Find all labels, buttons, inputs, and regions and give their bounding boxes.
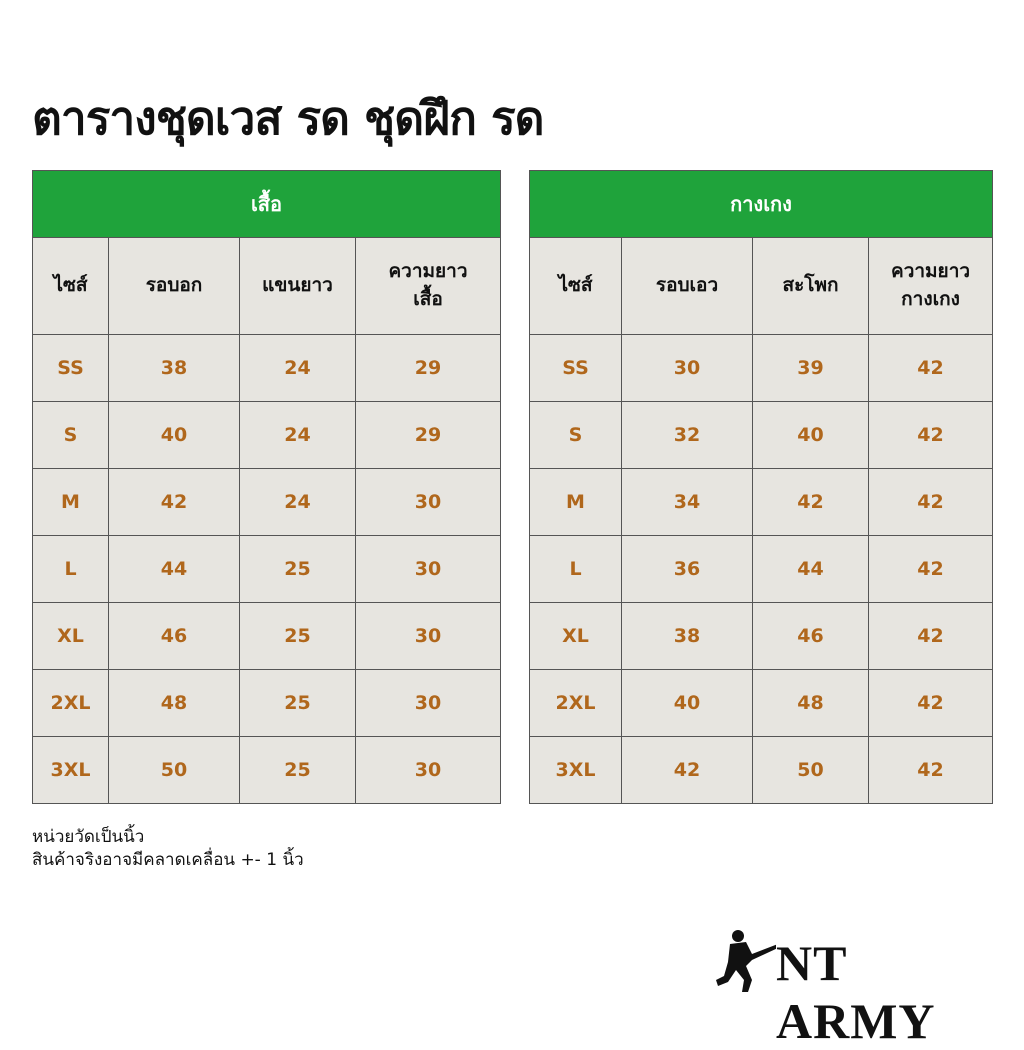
cell: 40 xyxy=(108,401,240,469)
note: หน่วยวัดเป็นนิ้ว xyxy=(32,827,145,847)
table-title: กางเกง xyxy=(528,170,994,238)
cell: 50 xyxy=(108,736,240,804)
cell: 42 xyxy=(867,669,994,737)
cell: SS xyxy=(32,334,109,402)
cell: 44 xyxy=(752,535,869,603)
data-row: S 40 24 29 xyxy=(32,401,501,469)
cell: 46 xyxy=(108,602,240,670)
column-header: ความยาว เสื้อ xyxy=(355,237,501,335)
column-header: ไซส์ xyxy=(32,237,109,335)
data-row: 3XL 42 50 42 xyxy=(529,736,994,804)
data-row: SS 38 24 29 xyxy=(32,334,501,402)
cell: XL xyxy=(529,602,622,670)
cell: 42 xyxy=(867,535,994,603)
cell: 44 xyxy=(108,535,240,603)
cell: 46 xyxy=(752,602,869,670)
data-row: XL 38 46 42 xyxy=(529,602,994,670)
cell: 42 xyxy=(867,736,994,804)
cell: 30 xyxy=(355,468,501,536)
column-header: ไซส์ xyxy=(529,237,622,335)
column-header: ความยาว กางเกง xyxy=(867,237,994,335)
cell: 38 xyxy=(621,602,753,670)
size-table: เสื้อ ไซส์ รอบอก แขนยาว ความยาว เสื้อ SS 38 24 2… xyxy=(32,170,501,804)
cell: S xyxy=(32,401,109,469)
cell: 25 xyxy=(239,602,356,670)
cell: SS xyxy=(529,334,622,402)
cell: 3XL xyxy=(529,736,622,804)
data-row: L 36 44 42 xyxy=(529,535,994,603)
header-row: กางเกง xyxy=(528,170,994,238)
cell: 48 xyxy=(752,669,869,737)
page-title: ตารางชุดเวส รด ชุดฝึก รด xyxy=(32,91,545,145)
cell: 39 xyxy=(752,334,869,402)
cell: 30 xyxy=(355,602,501,670)
cell: 34 xyxy=(621,468,753,536)
cell: M xyxy=(529,468,622,536)
notes: หน่วยวัดเป็นนิ้ว สินค้าจริงอาจมีคลาดเคลื… xyxy=(32,826,304,872)
cell: 24 xyxy=(239,334,356,402)
cell: 40 xyxy=(752,401,869,469)
data-row: XL 46 25 30 xyxy=(32,602,501,670)
soldier-icon xyxy=(716,930,776,992)
cell: 25 xyxy=(239,535,356,603)
cell: 25 xyxy=(239,669,356,737)
cell: 29 xyxy=(355,401,501,469)
page: {"title": "ตารางชุดเวส รด ชุดฝึก รด", "t… xyxy=(32,91,1012,1049)
cell: XL xyxy=(32,602,109,670)
note: สินค้าจริงอาจมีคลาดเคลื่อน +- 1 นิ้ว xyxy=(32,850,304,870)
data-row: M 42 24 30 xyxy=(32,468,501,536)
cell: 30 xyxy=(355,535,501,603)
cell: 42 xyxy=(867,602,994,670)
cell: 42 xyxy=(752,468,869,536)
cell: 3XL xyxy=(32,736,109,804)
cell: 42 xyxy=(867,401,994,469)
cell: 30 xyxy=(355,736,501,804)
cell: 42 xyxy=(108,468,240,536)
data-row: SS 30 39 42 xyxy=(529,334,994,402)
data-row: 3XL 50 25 30 xyxy=(32,736,501,804)
cell: L xyxy=(32,535,109,603)
cell: 24 xyxy=(239,468,356,536)
cell: 32 xyxy=(621,401,753,469)
cell: 42 xyxy=(867,468,994,536)
cell: M xyxy=(32,468,109,536)
cell: 25 xyxy=(239,736,356,804)
cell: 48 xyxy=(108,669,240,737)
size-table: กางเกง ไซส์ รอบเอว สะโพก ความยาว กางเกง SS 30 3… xyxy=(528,170,994,804)
cell: 42 xyxy=(621,736,753,804)
cell: 38 xyxy=(108,334,240,402)
column-row: ไซส์ รอบเอว สะโพก ความยาว กางเกง xyxy=(529,237,994,335)
cell: 24 xyxy=(239,401,356,469)
cell: 36 xyxy=(621,535,753,603)
column-header: รอบอก xyxy=(108,237,240,335)
header-row: เสื้อ xyxy=(32,170,501,238)
cell: 42 xyxy=(867,334,994,402)
data-row: 2XL 48 25 30 xyxy=(32,669,501,737)
brand-name: NT ARMY xyxy=(776,935,936,1049)
cell: 2XL xyxy=(32,669,109,737)
table-title: เสื้อ xyxy=(32,170,501,238)
data-row: L 44 25 30 xyxy=(32,535,501,603)
cell: 30 xyxy=(621,334,753,402)
column-header: สะโพก xyxy=(752,237,869,335)
cell: 40 xyxy=(621,669,753,737)
column-header: แขนยาว xyxy=(239,237,356,335)
column-header: รอบเอว xyxy=(621,237,753,335)
cell: L xyxy=(529,535,622,603)
data-row: M 34 42 42 xyxy=(529,468,994,536)
brand-logo: NT ARMY xyxy=(712,926,1012,1049)
data-row: 2XL 40 48 42 xyxy=(529,669,994,737)
cell: 2XL xyxy=(529,669,622,737)
cell: 29 xyxy=(355,334,501,402)
cell: 50 xyxy=(752,736,869,804)
cell: S xyxy=(529,401,622,469)
column-row: ไซส์ รอบอก แขนยาว ความยาว เสื้อ xyxy=(32,237,501,335)
data-row: S 32 40 42 xyxy=(529,401,994,469)
cell: 30 xyxy=(355,669,501,737)
